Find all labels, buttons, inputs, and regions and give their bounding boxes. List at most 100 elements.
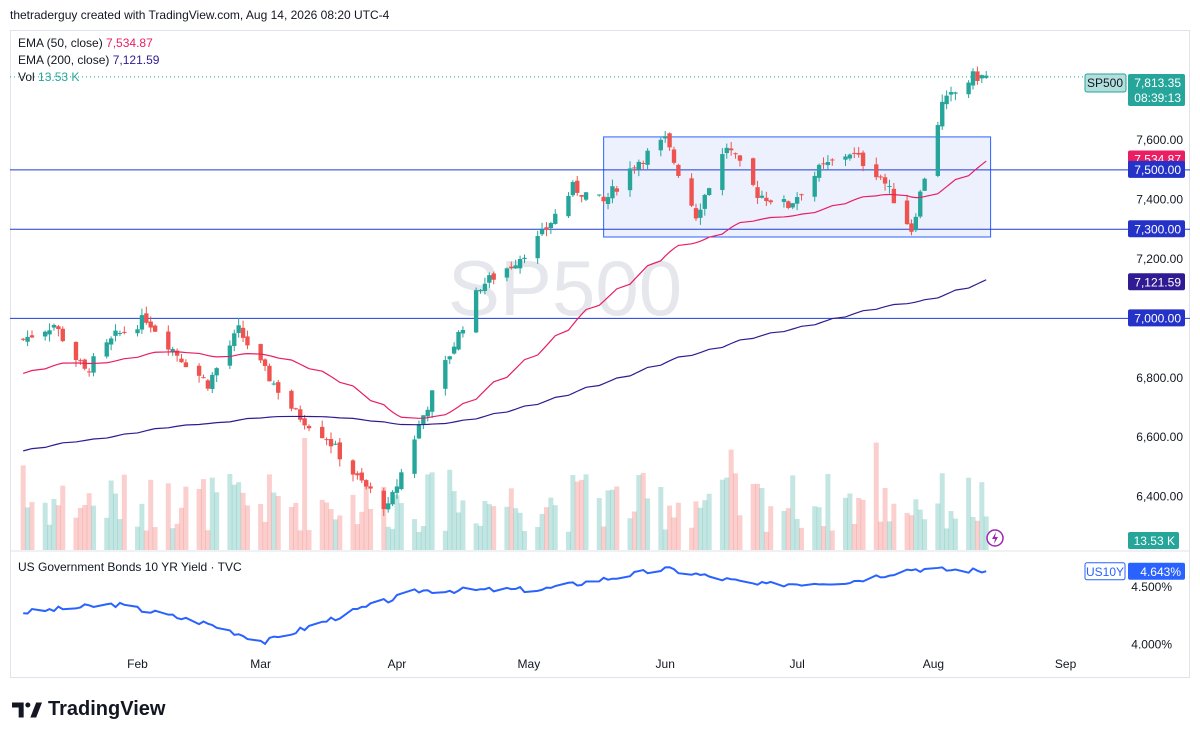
ema50-line[interactable] — [23, 160, 987, 419]
candle-body[interactable] — [86, 371, 92, 373]
candle-body[interactable] — [663, 136, 668, 139]
candle-body[interactable] — [698, 209, 703, 218]
us10y-yield-line[interactable] — [23, 566, 987, 646]
candle-body[interactable] — [794, 197, 800, 204]
candle-body[interactable] — [482, 283, 488, 292]
candle-body[interactable] — [904, 200, 910, 225]
candle-body[interactable] — [570, 182, 576, 196]
candle-body[interactable] — [364, 480, 369, 487]
candle-body[interactable] — [759, 195, 765, 198]
candle-body[interactable] — [966, 82, 971, 95]
candle-body[interactable] — [645, 150, 650, 165]
candle-body[interactable] — [918, 191, 923, 217]
candle-body[interactable] — [104, 342, 109, 357]
volume-legend-row[interactable]: Vol 13.53 K — [18, 69, 159, 86]
candle-body[interactable] — [636, 161, 641, 170]
candle-body[interactable] — [29, 335, 35, 338]
candle-body[interactable] — [627, 168, 633, 191]
candle-body[interactable] — [232, 333, 237, 347]
candle-body[interactable] — [60, 328, 65, 342]
candle-body[interactable] — [201, 377, 206, 379]
candle-body[interactable] — [236, 325, 241, 334]
yield-legend[interactable]: US Government Bonds 10 YR Yield · TVC — [18, 560, 242, 574]
candle-body[interactable] — [460, 329, 466, 334]
candle-body[interactable] — [935, 125, 941, 176]
candle-body[interactable] — [262, 359, 268, 366]
candle-body[interactable] — [614, 188, 620, 192]
candle-body[interactable] — [447, 356, 452, 360]
candle-body[interactable] — [227, 345, 233, 366]
last-price-tag-bg[interactable] — [1128, 74, 1185, 106]
candle-body[interactable] — [385, 503, 391, 510]
candle-body[interactable] — [891, 188, 897, 204]
candle-body[interactable] — [289, 390, 294, 409]
candle-body[interactable] — [909, 223, 914, 232]
candle-body[interactable] — [733, 153, 738, 155]
candle-body[interactable] — [597, 194, 602, 196]
candle-body[interactable] — [196, 365, 202, 376]
candle-body[interactable] — [816, 164, 822, 178]
candle-body[interactable] — [544, 227, 549, 230]
candle-body[interactable] — [302, 418, 307, 426]
candle-body[interactable] — [970, 71, 976, 86]
candle-body[interactable] — [108, 338, 114, 345]
candle-body[interactable] — [293, 408, 299, 410]
candle-body[interactable] — [451, 346, 457, 354]
candle-body[interactable] — [724, 147, 729, 154]
candle-body[interactable] — [399, 472, 404, 490]
candle-body[interactable] — [73, 341, 79, 361]
candle-body[interactable] — [812, 175, 817, 197]
candle-body[interactable] — [368, 486, 373, 489]
candle-body[interactable] — [443, 360, 448, 389]
tradingview-logo[interactable]: TradingView — [12, 698, 165, 721]
candle-body[interactable] — [298, 409, 303, 420]
candle-body[interactable] — [984, 75, 989, 78]
candle-body[interactable] — [421, 415, 426, 425]
candle-body[interactable] — [258, 344, 263, 361]
candle-body[interactable] — [658, 139, 663, 151]
candle-body[interactable] — [737, 155, 743, 161]
candle-body[interactable] — [412, 439, 417, 474]
candle-body[interactable] — [456, 332, 461, 350]
candle-body[interactable] — [720, 154, 725, 190]
candle-body[interactable] — [117, 332, 123, 334]
level-price-tag-0-bg[interactable] — [1128, 160, 1185, 178]
candle-body[interactable] — [429, 390, 435, 412]
candle-body[interactable] — [152, 325, 158, 332]
candle-body[interactable] — [245, 336, 250, 346]
candle-body[interactable] — [632, 167, 637, 169]
candle-body[interactable] — [878, 176, 883, 178]
candle-body[interactable] — [882, 177, 888, 184]
candle-body[interactable] — [667, 133, 672, 148]
candle-body[interactable] — [170, 348, 175, 353]
candle-body[interactable] — [799, 194, 804, 196]
candle-body[interactable] — [755, 187, 760, 198]
candle-body[interactable] — [144, 313, 149, 323]
candle-body[interactable] — [51, 324, 57, 328]
candle-body[interactable] — [25, 336, 30, 342]
candle-body[interactable] — [689, 178, 694, 206]
candle-body[interactable] — [513, 265, 518, 269]
candle-body[interactable] — [487, 275, 492, 283]
candle-body[interactable] — [148, 321, 153, 328]
candle-body[interactable] — [764, 197, 769, 202]
candle-body[interactable] — [416, 424, 422, 439]
candle-body[interactable] — [491, 273, 496, 280]
candle-body[interactable] — [676, 164, 681, 176]
candle-body[interactable] — [135, 329, 140, 334]
candle-body[interactable] — [355, 473, 360, 476]
candle-body[interactable] — [548, 223, 554, 229]
candle-body[interactable] — [306, 425, 312, 429]
candle-body[interactable] — [860, 152, 866, 167]
candle-body[interactable] — [601, 196, 606, 202]
candle-body[interactable] — [583, 192, 589, 200]
candle-body[interactable] — [979, 75, 984, 79]
candle-body[interactable] — [693, 208, 699, 219]
candle-body[interactable] — [214, 368, 219, 376]
candle-body[interactable] — [728, 148, 734, 151]
ema200-price-tag-bg[interactable] — [1128, 273, 1185, 291]
candle-body[interactable] — [517, 258, 523, 269]
candle-body[interactable] — [786, 201, 791, 208]
candle-body[interactable] — [42, 331, 48, 337]
